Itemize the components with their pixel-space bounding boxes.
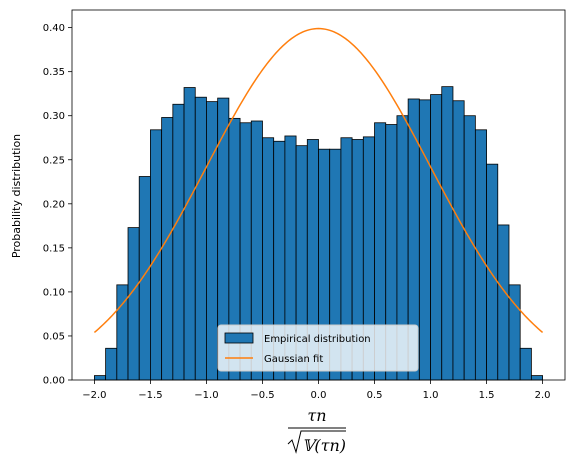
x-tick-label: 2.0 [535, 390, 551, 401]
x-tick-label: −1.0 [194, 390, 218, 401]
histogram-bar [161, 117, 174, 381]
y-tick-label: 0.05 [43, 331, 65, 342]
y-tick-label: 0.35 [43, 67, 65, 78]
x-tick-label: −1.5 [138, 390, 162, 401]
histogram-bar [127, 227, 140, 381]
y-tick-label: 0.15 [43, 243, 65, 254]
histogram-bar [530, 375, 543, 381]
legend-label-gaussian: Gaussian fit [264, 354, 323, 365]
legend-label-empirical: Empirical distribution [264, 334, 371, 345]
y-axis-label: Probability distribution [10, 134, 23, 258]
y-tick-label: 0.30 [43, 111, 65, 122]
histogram-bar [150, 129, 163, 381]
y-tick-label: 0.25 [43, 155, 65, 166]
histogram-bar [138, 176, 151, 381]
gaussian-fit-line [93, 27, 544, 334]
histogram-bar [172, 103, 185, 381]
histogram-bar [105, 347, 118, 381]
x-axis-label-sqrt-sign [287, 430, 346, 454]
y-tick-label: 0.00 [43, 376, 65, 387]
x-axis-label: τn 𝕍(τn) [287, 406, 346, 455]
x-tick-label: 0.5 [367, 390, 383, 401]
y-axis-ticks: 0.00 0.05 0.10 0.15 0.20 0.25 0.30 0.35 0.40 [43, 23, 72, 387]
legend-swatch-empirical [224, 332, 254, 344]
x-axis-ticks: −2.0 −1.5 −1.0 −0.5 0.0 0.5 1.0 1.5 2.0 [82, 380, 551, 401]
histogram-bar [486, 163, 499, 381]
y-tick-label: 0.40 [43, 23, 65, 34]
x-tick-label: −0.5 [250, 390, 274, 401]
histogram-bar [497, 224, 510, 381]
x-tick-label: −2.0 [82, 390, 106, 401]
histogram-bar [183, 87, 196, 381]
histogram-bar [452, 100, 465, 381]
legend: Empirical distribution Gaussian fit [217, 324, 419, 372]
y-tick-label: 0.10 [43, 287, 65, 298]
x-axis-label-denominator: 𝕍(τn) [302, 436, 346, 455]
histogram-bar [463, 115, 476, 381]
histogram-bar [418, 99, 431, 381]
y-tick-label: 0.20 [43, 199, 65, 210]
histogram-bar [441, 86, 454, 381]
histogram-bar [94, 375, 107, 381]
x-tick-label: 1.0 [423, 390, 439, 401]
histogram-bar [474, 129, 487, 381]
legend-box [217, 324, 419, 372]
x-tick-label: 1.5 [479, 390, 495, 401]
histogram-bar [206, 101, 219, 381]
histogram-bar [430, 94, 443, 381]
x-tick-label: 0.0 [311, 390, 327, 401]
histogram-bar [519, 347, 532, 381]
histogram-bars [94, 86, 543, 381]
histogram-bar [194, 96, 207, 381]
x-axis-label-numerator: τn [307, 406, 326, 425]
